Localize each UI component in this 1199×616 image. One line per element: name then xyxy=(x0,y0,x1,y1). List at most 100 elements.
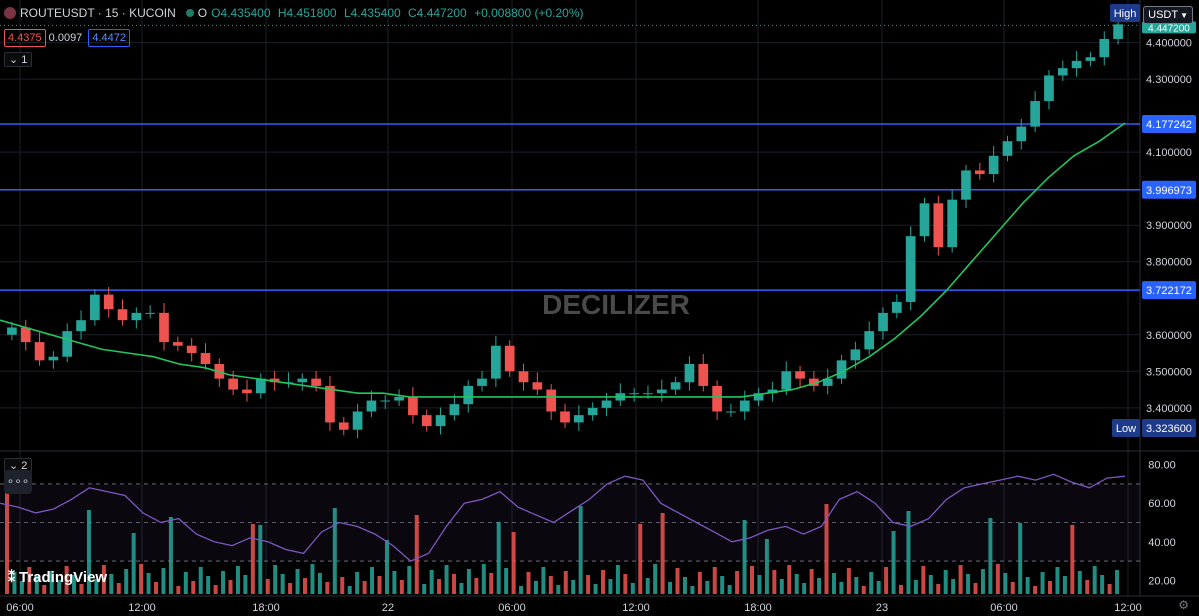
volume-bar xyxy=(854,577,859,594)
volume-bar xyxy=(422,584,427,594)
high-marker-label: High xyxy=(1114,8,1137,20)
more-options-button[interactable]: ∘∘∘ xyxy=(4,470,32,494)
level-price-tag xyxy=(1142,281,1196,300)
volume-bar xyxy=(839,582,844,594)
ohlc-high: H4.451800 xyxy=(277,6,337,20)
volume-bar xyxy=(347,586,352,594)
candle-body xyxy=(352,411,363,430)
volume-bar xyxy=(124,569,129,594)
volume-bar xyxy=(303,578,307,594)
volume-bar xyxy=(213,585,218,594)
candle-body xyxy=(1057,68,1068,76)
candle-body xyxy=(131,312,142,321)
candle-body xyxy=(325,385,335,423)
watermark-text: DECILIZER xyxy=(542,289,690,320)
volume-bar xyxy=(86,510,91,594)
time-tick-label: 12:00 xyxy=(128,602,156,614)
low-price-label: 3.323600 xyxy=(1146,423,1192,435)
volume-bar xyxy=(176,586,181,594)
volume-bar xyxy=(928,575,933,594)
buy-price-button[interactable]: 4.4472 xyxy=(88,29,130,47)
level-price-label: 4.177242 xyxy=(1146,119,1192,131)
volume-bar xyxy=(355,572,360,594)
candle-body xyxy=(477,378,487,386)
main-pane-collapse-toggle[interactable]: ⌄ 1 xyxy=(4,52,33,67)
volume-bar xyxy=(258,525,263,594)
volume-bar xyxy=(340,577,345,594)
volume-bar xyxy=(27,567,32,594)
candle-body xyxy=(20,327,31,343)
volume-bar xyxy=(407,566,412,594)
volume-bar xyxy=(921,566,926,594)
level-price-tag xyxy=(1142,114,1196,133)
volume-bar xyxy=(1025,577,1030,594)
volume-bar xyxy=(191,581,196,594)
volume-bar xyxy=(12,572,17,594)
candle-body xyxy=(449,404,460,416)
candle-body xyxy=(864,331,875,350)
volume-bar xyxy=(712,567,717,594)
volume-bar xyxy=(980,569,985,594)
candle-body xyxy=(892,301,902,313)
time-tick-label: 23 xyxy=(876,602,888,614)
candle-body xyxy=(546,389,557,412)
time-tick-label: 06:00 xyxy=(990,602,1018,614)
volume-bar xyxy=(1085,580,1090,594)
price-tick-label: 3.500000 xyxy=(1146,366,1192,378)
volume-bar xyxy=(310,564,315,594)
volume-bar xyxy=(764,539,769,594)
volume-bar xyxy=(735,571,740,594)
volume-bar xyxy=(280,574,285,594)
candle-body xyxy=(1030,101,1040,127)
volume-bar xyxy=(727,585,732,594)
volume-bar xyxy=(504,568,509,594)
volume-bar xyxy=(623,574,628,594)
volume-bar xyxy=(660,513,665,594)
volume-bar xyxy=(116,583,121,594)
volume-bar xyxy=(139,564,144,594)
symbol-logo-icon xyxy=(4,7,16,19)
volume-bar xyxy=(206,576,211,594)
candle-body xyxy=(1085,57,1096,61)
currency-selector[interactable]: USDT ▼ xyxy=(1143,6,1193,24)
volume-bar xyxy=(794,574,799,594)
volume-bar xyxy=(399,580,404,594)
candle-body xyxy=(712,385,722,412)
volume-bar xyxy=(846,568,851,594)
candle-body xyxy=(48,356,59,361)
volume-bar xyxy=(168,517,173,594)
tradingview-logo[interactable]: ⁑ TradingView xyxy=(8,569,108,586)
candle-body xyxy=(726,411,736,413)
volume-bar xyxy=(146,573,151,594)
time-tick-label: 22 xyxy=(382,602,394,614)
candle-body xyxy=(587,407,598,416)
candle-body xyxy=(408,396,418,416)
volume-bar xyxy=(988,518,993,594)
volume-bar xyxy=(273,565,278,594)
volume-bar xyxy=(958,565,963,594)
volume-bar xyxy=(94,579,99,594)
volume-bar xyxy=(370,567,375,594)
volume-bar xyxy=(496,522,501,594)
sell-price-button[interactable]: 4.4375 xyxy=(4,29,46,47)
candle-body xyxy=(601,400,612,408)
volume-bar xyxy=(563,571,568,594)
symbol-title[interactable]: ROUTEUSDT · 15 · KUCOIN xyxy=(20,6,176,20)
volume-bar xyxy=(1115,570,1120,594)
chart-header: ROUTEUSDT · 15 · KUCOIN O O4.435400 H4.451… xyxy=(4,6,588,20)
volume-bar xyxy=(891,531,896,594)
last-price-label: 4.447200 xyxy=(1148,23,1190,34)
candle-body xyxy=(255,378,266,394)
volume-bar xyxy=(720,576,725,594)
volume-bar xyxy=(79,584,84,594)
volume-bar xyxy=(429,570,434,594)
volume-bar xyxy=(49,571,54,594)
settings-gear-icon[interactable]: ⚙ xyxy=(1178,598,1189,612)
candle-body xyxy=(269,378,280,383)
ohlc-change: +0.008800 (+0.20%) xyxy=(474,6,584,20)
volume-bar xyxy=(608,579,613,594)
volume-bar xyxy=(936,584,941,594)
volume-bar xyxy=(742,520,747,594)
volume-bar xyxy=(615,565,620,594)
